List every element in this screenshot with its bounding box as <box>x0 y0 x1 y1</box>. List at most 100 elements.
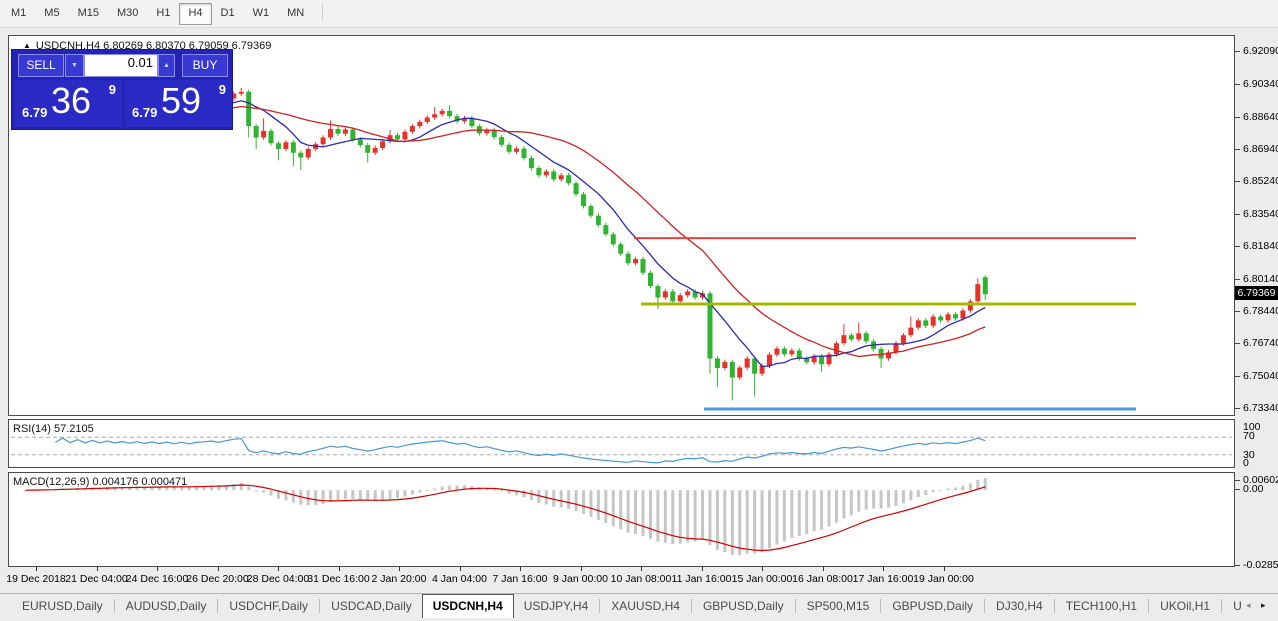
bull-candle <box>908 327 914 336</box>
lot-dropdown-button[interactable]: ▼ <box>65 54 84 77</box>
timeframe-button-m5[interactable]: M5 <box>44 7 60 19</box>
bull-candle <box>380 141 386 148</box>
bear-candle <box>670 291 676 302</box>
fast-ma-line <box>77 100 986 368</box>
bull-candle <box>811 356 817 363</box>
time-tick-mark <box>36 567 37 571</box>
chart-window[interactable]: ▲ USDCNH,H4 6.80269 6.80370 6.79059 6.793… <box>8 35 1235 567</box>
rsi-line <box>54 437 986 464</box>
timeframe-button-m1[interactable]: M1 <box>11 7 27 19</box>
chart-tab-usdcad-daily[interactable]: USDCAD,Daily <box>331 599 412 613</box>
bull-candle <box>826 354 832 365</box>
chart-tab-audusd-daily[interactable]: AUDUSD,Daily <box>125 599 207 613</box>
macd-histogram-bar <box>440 486 444 491</box>
macd-histogram-bar <box>128 487 132 491</box>
macd-histogram-bar <box>797 490 801 536</box>
bear-candle <box>506 144 512 152</box>
axis-tick-mark <box>1235 489 1240 490</box>
macd-histogram-bar <box>433 488 437 491</box>
time-tick-label: 28 Dec 04:00 <box>246 573 310 585</box>
macd-histogram-bar <box>239 483 243 491</box>
macd-histogram-bar <box>269 490 273 496</box>
macd-panel[interactable]: MACD(12,26,9) 0.004176 0.000471 <box>8 472 1235 567</box>
timeframe-button-m15[interactable]: M15 <box>77 7 99 19</box>
timeframe-button-h4[interactable]: H4 <box>179 3 212 25</box>
time-tick-mark <box>157 567 158 571</box>
tab-separator <box>1148 598 1150 613</box>
bear-candle <box>588 206 594 216</box>
timeframe-button-h1[interactable]: H1 <box>156 7 171 19</box>
tab-separator <box>690 598 692 613</box>
time-tick-label: 31 Dec 16:00 <box>307 573 370 585</box>
tab-scroll-left-icon[interactable]: ◂ <box>1246 600 1251 610</box>
time-tick-label: 15 Jan 00:00 <box>731 573 793 585</box>
macd-histogram-bar <box>879 490 883 509</box>
chart-tab-dj30-h4[interactable]: DJ30,H4 <box>996 599 1043 613</box>
bear-candle <box>655 286 661 298</box>
price-scale[interactable]: 6.92090 6.90340 6.88640 6.86940 6.85240 6.835… <box>1235 0 1278 621</box>
macd-scale-label: -0.028549 <box>1243 559 1278 571</box>
macd-histogram-bar <box>120 486 124 491</box>
macd-histogram-bar <box>790 490 794 539</box>
buy-price-pip: 9 <box>218 82 226 97</box>
bear-candle <box>395 135 400 140</box>
sell-button[interactable]: SELL <box>18 54 64 77</box>
chart-tab-usdjpy-h4[interactable]: USDJPY,H4 <box>523 599 589 613</box>
chart-collapse-icon[interactable]: ▲ <box>23 41 31 50</box>
macd-histogram-bar <box>537 490 541 503</box>
macd-histogram-bar <box>671 490 675 544</box>
bear-candle <box>275 143 281 149</box>
chart-tab-sp500-m15[interactable]: SP500,M15 <box>806 599 870 613</box>
rsi-panel[interactable]: RSI(14) 57.2105 <box>8 419 1235 468</box>
macd-histogram-bar <box>224 484 228 491</box>
macd-histogram-bar <box>418 490 422 493</box>
chart-tab-eurusd-daily[interactable]: EURUSD,Daily <box>22 599 103 613</box>
buy-price[interactable]: 6.79 59 9 <box>125 80 232 127</box>
timeframe-button-w1[interactable]: W1 <box>252 7 270 19</box>
time-tick-label: 19 Dec 2018 <box>6 573 66 585</box>
macd-histogram-bar <box>455 485 459 491</box>
chart-tab-xauusd-h4[interactable]: XAUUSD,H4 <box>611 599 680 613</box>
lot-size-input[interactable]: 0.01 <box>84 54 158 77</box>
timeframe-button-d1[interactable]: D1 <box>220 7 235 19</box>
macd-histogram-bar <box>715 490 719 550</box>
one-click-trade-panel: SELL ▼ 0.01 ▲ BUY 6.79 36 9 6.79 59 9 <box>11 49 233 130</box>
time-tick-label: 9 Jan 00:00 <box>553 573 608 585</box>
bear-candle <box>781 348 787 355</box>
chart-tab-u[interactable]: U <box>1233 599 1242 613</box>
time-tick-label: 19 Jan 00:00 <box>913 573 974 585</box>
axis-tick-mark <box>1235 376 1240 377</box>
chart-tab-gbpusd-daily[interactable]: GBPUSD,Daily <box>702 599 784 613</box>
macd-histogram-bar <box>247 486 251 491</box>
bear-candle <box>982 277 988 295</box>
chart-tab-gbpusd-daily[interactable]: GBPUSD,Daily <box>892 599 974 613</box>
macd-histogram-bar <box>641 490 645 537</box>
time-tick-mark <box>701 567 703 571</box>
bull-candle <box>461 118 467 122</box>
time-tick-label: 17 Jan 16:00 <box>852 573 914 585</box>
main-chart-panel[interactable]: ▲ USDCNH,H4 6.80269 6.80370 6.79059 6.793… <box>8 35 1235 416</box>
macd-histogram-bar <box>604 490 608 524</box>
timeframe-button-m30[interactable]: M30 <box>116 7 139 19</box>
chart-tab-tech100-h1[interactable]: TECH100,H1 <box>1065 599 1138 613</box>
timeframe-button-mn[interactable]: MN <box>287 7 305 19</box>
macd-histogram-bar <box>775 490 779 545</box>
time-axis[interactable]: 19 Dec 2018 21 Dec 04:00 24 Dec 16:00 26 De… <box>6 567 1235 591</box>
macd-histogram-bar <box>410 490 414 495</box>
time-tick-mark <box>822 567 824 571</box>
time-tick-mark <box>641 567 642 571</box>
chart-tab-ukoil-h1[interactable]: UKOil,H1 <box>1160 599 1211 613</box>
macd-histogram-bar <box>738 490 742 556</box>
lot-spinner-button[interactable]: ▲ <box>158 54 175 77</box>
chart-tab-usdcnh-h4[interactable]: USDCNH,H4 <box>421 594 514 618</box>
tab-scroll-right-icon[interactable]: ▸ <box>1261 600 1266 610</box>
rsi-scale-label: 0 <box>1243 457 1249 469</box>
macd-histogram-bar <box>849 490 853 516</box>
macd-histogram-bar <box>291 490 295 503</box>
bull-candle <box>633 259 639 264</box>
buy-button[interactable]: BUY <box>182 54 228 77</box>
price-tick-label: 6.73340 <box>1243 402 1278 414</box>
chart-tab-usdchf-daily[interactable]: USDCHF,Daily <box>229 599 309 613</box>
sell-price[interactable]: 6.79 36 9 <box>15 80 122 127</box>
tab-separator <box>794 598 796 613</box>
